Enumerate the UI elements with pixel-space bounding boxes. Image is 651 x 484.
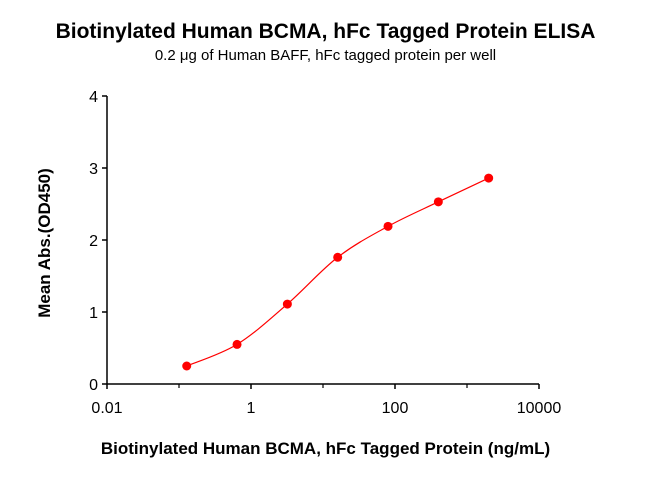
data-point <box>383 221 393 231</box>
x-tick-label: 1 <box>247 400 256 417</box>
x-tick-label: 100 <box>382 400 409 417</box>
data-point <box>433 197 443 207</box>
y-tick-label: 3 <box>89 161 98 178</box>
data-point <box>232 339 242 349</box>
fit-curve <box>186 177 489 367</box>
chart-subtitle: 0.2 μg of Human BAFF, hFc tagged protein… <box>154 47 497 64</box>
data-points <box>182 173 494 371</box>
x-tick-label: 0.01 <box>91 400 122 417</box>
y-tick-label: 4 <box>89 89 98 106</box>
chart-title: Biotinylated Human BCMA, hFc Tagged Prot… <box>55 20 596 43</box>
data-point <box>484 173 494 183</box>
axes: 0 1 2 3 4 0.01 1 100 10000 <box>89 89 561 417</box>
y-tick-label: 1 <box>89 305 98 322</box>
x-axis-label: Biotinylated Human BCMA, hFc Tagged Prot… <box>100 439 551 458</box>
data-point <box>333 252 343 262</box>
data-point <box>282 299 292 309</box>
y-tick-label: 0 <box>89 377 98 394</box>
y-tick-label: 2 <box>89 233 98 250</box>
data-point <box>182 361 192 371</box>
x-tick-label: 10000 <box>517 400 562 417</box>
